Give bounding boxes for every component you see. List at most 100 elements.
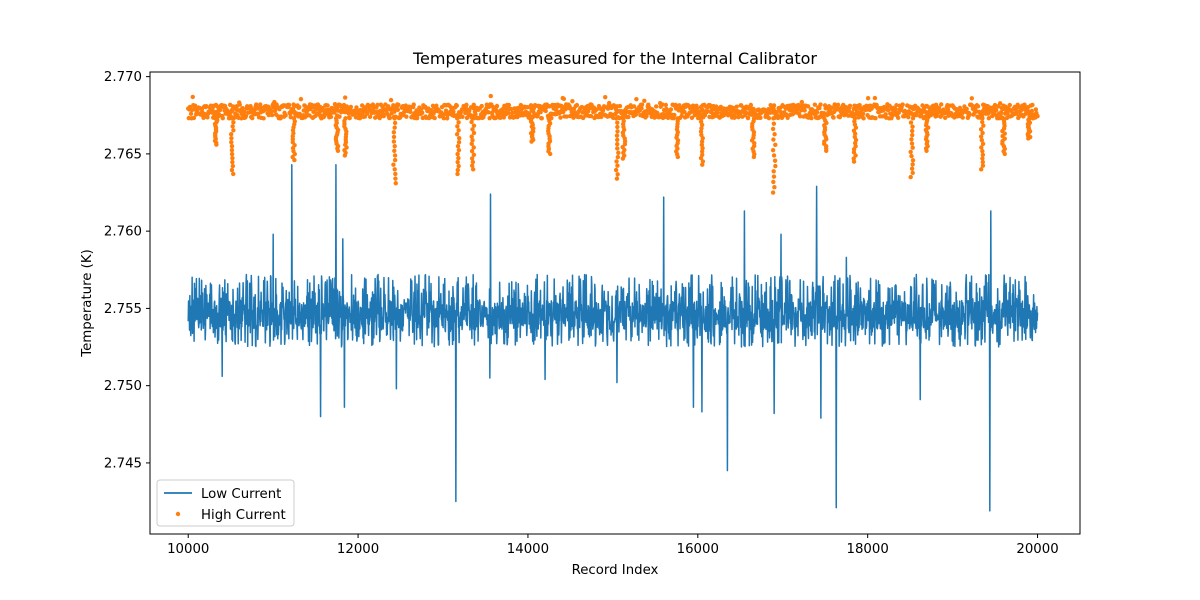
data-point (660, 102, 665, 107)
data-point (799, 99, 805, 105)
data-point (812, 102, 818, 107)
data-point (420, 110, 425, 115)
data-point (317, 110, 322, 115)
data-point (454, 103, 459, 108)
data-point (411, 102, 416, 107)
data-point-dip (529, 139, 534, 144)
data-point-dip (771, 153, 777, 158)
data-point-dip (979, 167, 984, 172)
data-point-dip (469, 156, 475, 161)
data-point (444, 116, 450, 121)
data-point-dip (392, 125, 397, 130)
data-point (1007, 102, 1012, 108)
x-tick-label: 14000 (507, 542, 549, 557)
x-tick-label: 12000 (337, 542, 379, 557)
x-tick-label: 16000 (677, 542, 719, 557)
data-point (190, 94, 195, 100)
data-point-dip (910, 158, 916, 163)
data-point (785, 115, 790, 120)
data-point-dip (980, 141, 986, 147)
data-point (939, 102, 944, 107)
data-point (1035, 113, 1040, 119)
data-point (895, 115, 901, 121)
y-tick-label: 2.745 (104, 456, 142, 471)
data-point (344, 104, 350, 109)
data-point-dip (229, 167, 235, 173)
data-point-dip (615, 120, 620, 125)
y-tick-label: 2.765 (104, 147, 142, 162)
data-point (303, 113, 309, 119)
data-point (395, 107, 401, 113)
data-point-dip (980, 119, 985, 125)
data-point (237, 102, 242, 107)
data-point (486, 110, 491, 115)
data-point (960, 115, 965, 120)
data-point (633, 112, 639, 117)
data-point-dip (231, 128, 236, 133)
data-point (835, 102, 841, 108)
data-point-dip (910, 116, 916, 121)
data-point-dip (229, 143, 235, 149)
data-point-dip (980, 163, 986, 168)
data-point (192, 103, 198, 108)
data-point-dip (614, 133, 620, 138)
data-point-dip (771, 121, 777, 126)
data-point-dip (229, 139, 234, 145)
data-point (732, 114, 738, 119)
data-point (689, 115, 695, 121)
data-point (337, 114, 342, 119)
data-point-dip (770, 190, 776, 195)
legend-label-low-current: Low Current (201, 487, 281, 502)
data-point-dip (469, 141, 474, 147)
data-point-dip (469, 148, 475, 154)
data-point-dip (391, 162, 396, 167)
data-point-dip (456, 139, 462, 145)
data-point (626, 114, 631, 120)
data-point (818, 102, 823, 107)
data-point-dip (392, 120, 398, 126)
data-point-dip (698, 129, 704, 134)
y-tick-label: 2.770 (104, 70, 142, 85)
data-point-dip (698, 119, 704, 124)
data-point (588, 113, 594, 119)
data-point-dip (470, 138, 475, 143)
data-point-dip (615, 172, 620, 177)
data-point (642, 98, 647, 104)
data-point-dip (342, 153, 348, 158)
data-point (885, 107, 891, 113)
data-point (561, 96, 567, 102)
data-point (528, 103, 534, 108)
data-point-dip (910, 124, 915, 129)
x-axis: 10000 12000 14000 16000 18000 20000 (167, 534, 1059, 557)
data-point-dip (229, 136, 234, 141)
data-point-dip (391, 130, 397, 135)
data-point-dip (614, 176, 620, 181)
legend-box (156, 479, 295, 527)
data-point-dip (699, 122, 705, 128)
data-point (191, 115, 197, 121)
data-point (269, 112, 275, 118)
data-point-dip (470, 127, 475, 132)
data-point-dip (615, 137, 620, 143)
data-point (230, 108, 235, 113)
data-point (847, 103, 853, 109)
legend-marker-high-current (175, 511, 181, 517)
data-point-dip (773, 142, 778, 148)
data-point (359, 103, 365, 108)
data-point (617, 103, 623, 109)
data-point-dip (773, 163, 778, 169)
data-point (538, 110, 543, 115)
data-point (539, 116, 544, 121)
data-point (1033, 107, 1039, 112)
data-point (559, 103, 564, 109)
data-point-dip (699, 139, 705, 144)
data-point-dip (230, 163, 236, 169)
data-point (606, 100, 612, 106)
data-point-dip (980, 156, 985, 161)
data-point (817, 105, 822, 111)
data-point-dip (471, 130, 477, 136)
y-tick-label: 2.750 (104, 379, 142, 394)
data-point (367, 114, 373, 120)
data-point-dip (392, 157, 398, 163)
